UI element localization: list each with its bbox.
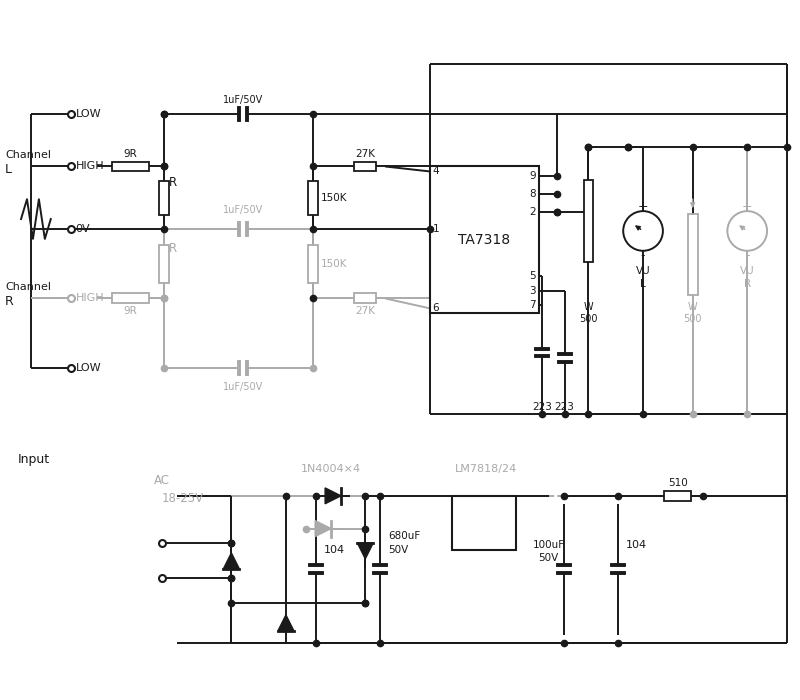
Text: 150K: 150K <box>321 193 347 203</box>
Bar <box>159 244 169 283</box>
Bar <box>159 181 169 215</box>
Text: 510: 510 <box>668 478 688 488</box>
Text: R: R <box>5 295 14 308</box>
Text: 1uF/50V: 1uF/50V <box>223 205 263 215</box>
Text: R: R <box>169 176 177 189</box>
Text: 1N4004×4: 1N4004×4 <box>301 464 361 474</box>
Text: TA7318: TA7318 <box>458 233 510 247</box>
Text: R: R <box>169 242 177 256</box>
Text: 50V: 50V <box>388 545 408 555</box>
Text: L: L <box>5 163 12 176</box>
Text: 500: 500 <box>683 314 702 324</box>
Text: 3: 3 <box>530 286 536 297</box>
Text: W: W <box>688 302 698 312</box>
Text: 9R: 9R <box>124 307 138 316</box>
Text: LOW: LOW <box>75 363 102 373</box>
Text: W: W <box>584 302 594 312</box>
Text: 150K: 150K <box>321 259 347 269</box>
Text: 100uF: 100uF <box>533 540 565 550</box>
Text: AC: AC <box>154 475 170 487</box>
Text: LOW: LOW <box>75 109 102 119</box>
Bar <box>308 181 318 215</box>
Text: 1: 1 <box>433 224 439 234</box>
Polygon shape <box>278 615 294 631</box>
Text: 50V: 50V <box>538 553 559 564</box>
Text: Channel: Channel <box>5 150 51 160</box>
Bar <box>430 167 539 314</box>
Text: 223: 223 <box>554 402 574 412</box>
Text: 5: 5 <box>530 271 536 281</box>
Bar <box>354 293 376 303</box>
Text: 7: 7 <box>530 300 536 310</box>
Text: Input: Input <box>18 453 50 466</box>
Text: 680uF: 680uF <box>388 531 420 540</box>
Bar <box>451 496 516 550</box>
Text: -: - <box>745 249 750 262</box>
Text: L: L <box>640 279 646 288</box>
Text: 2: 2 <box>530 207 536 217</box>
Polygon shape <box>325 488 341 504</box>
Text: 27K: 27K <box>355 148 375 158</box>
Text: HIGH: HIGH <box>75 293 104 303</box>
Text: HIGH: HIGH <box>75 162 104 172</box>
Text: 1uF/50V: 1uF/50V <box>223 95 263 105</box>
Bar <box>308 244 318 283</box>
Text: 9: 9 <box>530 172 536 181</box>
Polygon shape <box>358 543 374 559</box>
Text: +: + <box>742 199 753 213</box>
Bar <box>583 180 594 262</box>
Text: 18-25V: 18-25V <box>162 492 204 505</box>
Text: -: - <box>641 249 646 262</box>
Text: Channel: Channel <box>5 281 51 291</box>
Bar <box>112 293 149 303</box>
Bar <box>688 214 698 295</box>
Text: VU: VU <box>636 265 650 276</box>
Text: 4: 4 <box>433 167 439 176</box>
Text: 104: 104 <box>324 545 345 555</box>
Polygon shape <box>315 521 331 536</box>
Text: 8: 8 <box>530 189 536 199</box>
Bar <box>112 162 149 172</box>
Text: +: + <box>638 199 648 213</box>
Bar <box>354 162 376 172</box>
Text: 9R: 9R <box>124 148 138 158</box>
Text: 27K: 27K <box>355 307 375 316</box>
Text: 6: 6 <box>433 303 439 314</box>
Bar <box>664 491 691 500</box>
Polygon shape <box>223 553 239 568</box>
Text: 223: 223 <box>532 402 552 412</box>
Text: R: R <box>744 279 750 288</box>
Text: 1uF/50V: 1uF/50V <box>223 382 263 392</box>
Text: 500: 500 <box>579 314 598 324</box>
Text: VU: VU <box>740 265 754 276</box>
Text: LM7818/24: LM7818/24 <box>455 464 518 474</box>
Text: 0V: 0V <box>75 224 90 234</box>
Text: 104: 104 <box>626 540 647 550</box>
